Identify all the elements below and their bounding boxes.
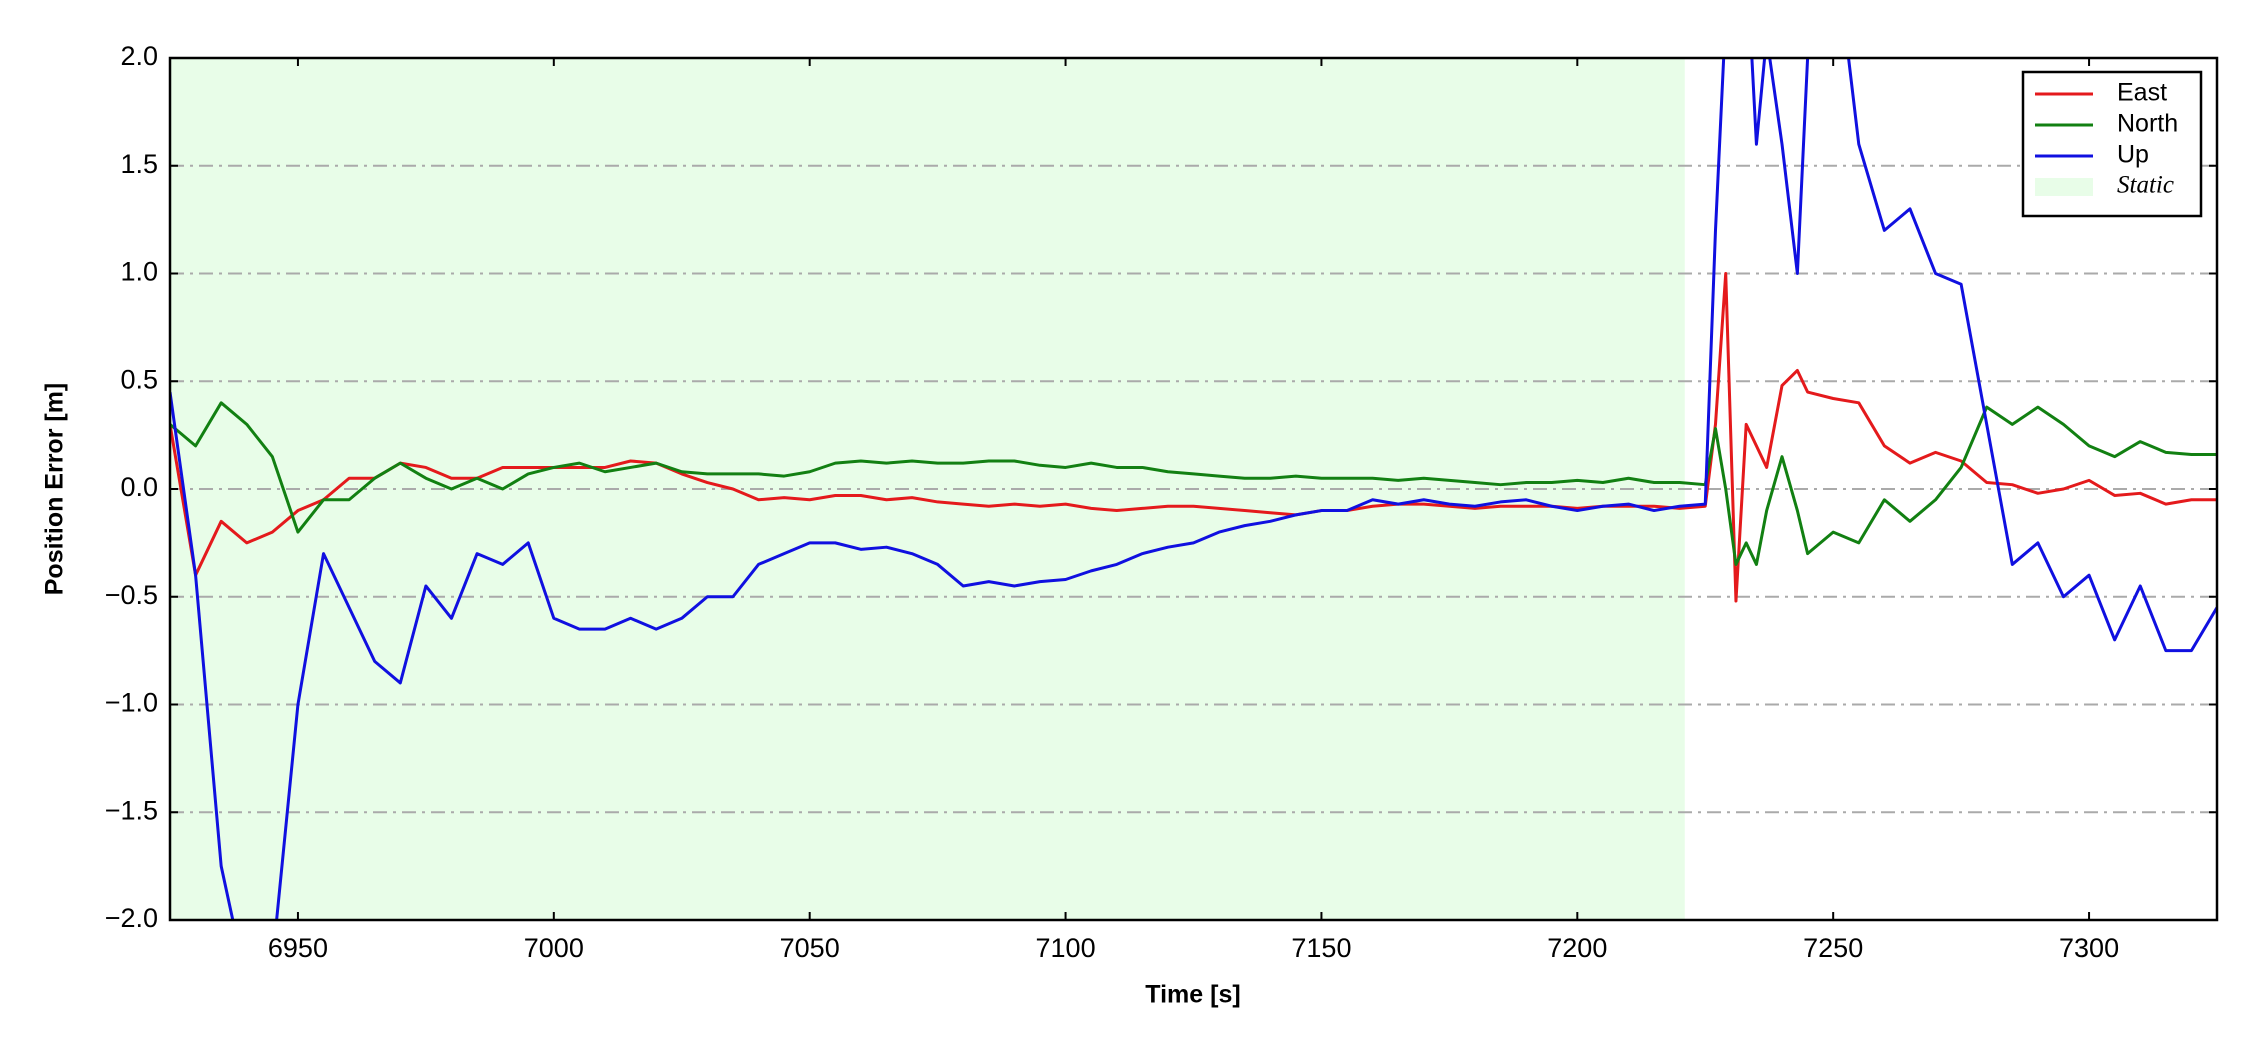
y-axis-label: Position Error [m]	[41, 383, 69, 596]
x-axis-label: Time [s]	[1145, 981, 1240, 1009]
legend: East North Up Static	[2021, 70, 2203, 218]
legend-label: Up	[2117, 141, 2149, 169]
legend-label: East	[2117, 79, 2167, 107]
y-tick-label: 0.0	[120, 472, 158, 502]
y-tick-label: 1.5	[120, 149, 158, 179]
series-line	[170, 58, 2217, 920]
x-tick-label: 7100	[1036, 933, 1096, 963]
y-tick-label: 0.5	[120, 364, 158, 394]
y-tick-label: 1.0	[120, 257, 158, 287]
y-tick-label: −2.0	[105, 903, 158, 933]
x-tick-label: 7000	[524, 933, 584, 963]
y-tick-label: −1.5	[105, 795, 158, 825]
legend-label: Static	[2117, 172, 2174, 199]
x-tick-label: 7150	[1291, 933, 1351, 963]
legend-swatch	[2035, 178, 2093, 196]
x-tick-label: 7250	[1803, 933, 1863, 963]
x-tick-label: 6950	[268, 933, 328, 963]
y-tick-label: −0.5	[105, 580, 158, 610]
x-tick-label: 7200	[1547, 933, 1607, 963]
x-tick-label: 7300	[2059, 933, 2119, 963]
plot-lines	[170, 58, 2217, 920]
plot-frame	[168, 56, 2219, 922]
series-line	[170, 272, 2217, 603]
legend-label: North	[2117, 110, 2178, 138]
x-tick-label: 7050	[780, 933, 840, 963]
series-line	[170, 401, 2217, 566]
y-tick-label: −1.0	[105, 688, 158, 718]
y-tick-label: 2.0	[120, 41, 158, 71]
